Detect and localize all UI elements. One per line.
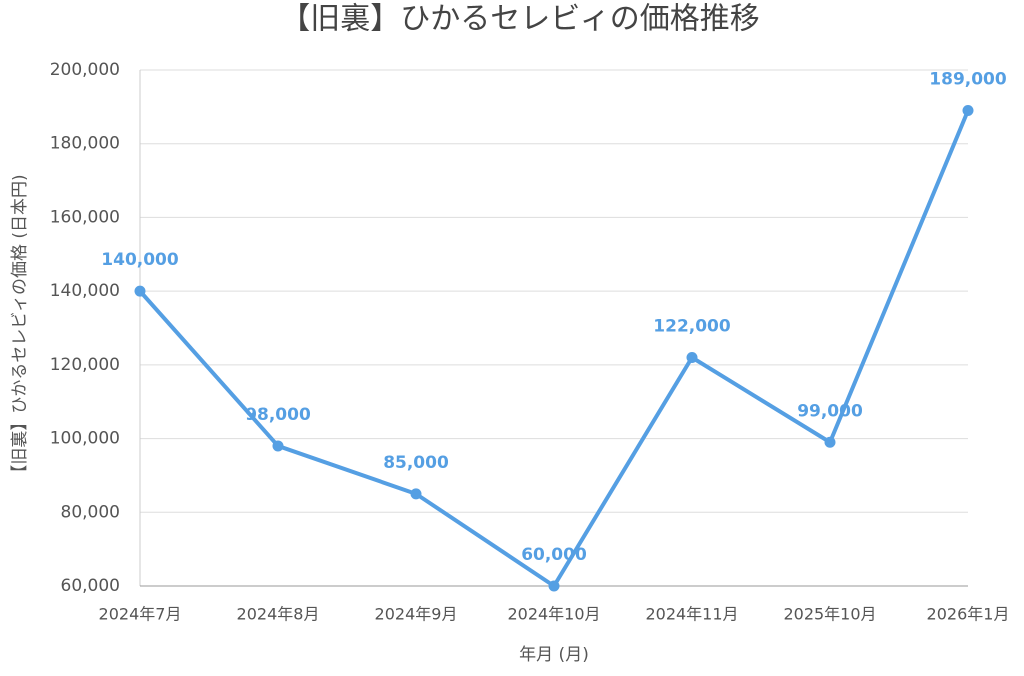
x-axis-label: 年月 (月)	[519, 645, 589, 665]
data-point	[962, 105, 974, 117]
y-tick-label: 80,000	[61, 502, 120, 522]
x-tick-label: 2024年11月	[645, 605, 738, 624]
x-tick-label: 2024年10月	[507, 605, 600, 624]
data-point	[410, 488, 422, 500]
x-tick-label: 2024年7月	[99, 605, 182, 624]
data-label: 98,000	[245, 405, 311, 425]
series-line	[138, 109, 970, 588]
data-point	[134, 285, 146, 297]
data-label: 60,000	[521, 545, 587, 565]
y-axis-label: 【旧裏】ひかるセレビィの価格 (日本円)	[9, 174, 30, 481]
data-label: 122,000	[653, 316, 731, 336]
data-label: 189,000	[929, 70, 1007, 90]
data-point	[824, 436, 836, 448]
data-point	[686, 351, 698, 363]
chart-title: 【旧裏】ひかるセレビィの価格推移	[280, 2, 759, 37]
x-tick-label: 2026年1月	[927, 605, 1010, 624]
data-label: 140,000	[101, 250, 179, 270]
data-point	[548, 580, 560, 592]
y-tick-label: 160,000	[50, 207, 120, 227]
x-tick-label: 2024年9月	[375, 605, 458, 624]
data-label: 85,000	[383, 453, 449, 473]
y-tick-label: 200,000	[50, 60, 120, 80]
y-tick-label: 60,000	[61, 576, 120, 596]
y-tick-label: 100,000	[50, 429, 120, 449]
y-tick-label: 180,000	[50, 134, 120, 154]
y-tick-label: 140,000	[50, 281, 120, 301]
x-tick-label: 2025年10月	[783, 605, 876, 624]
data-label: 99,000	[797, 401, 863, 421]
data-point	[272, 440, 284, 452]
x-tick-label: 2024年8月	[237, 605, 320, 624]
y-tick-label: 120,000	[50, 355, 120, 375]
